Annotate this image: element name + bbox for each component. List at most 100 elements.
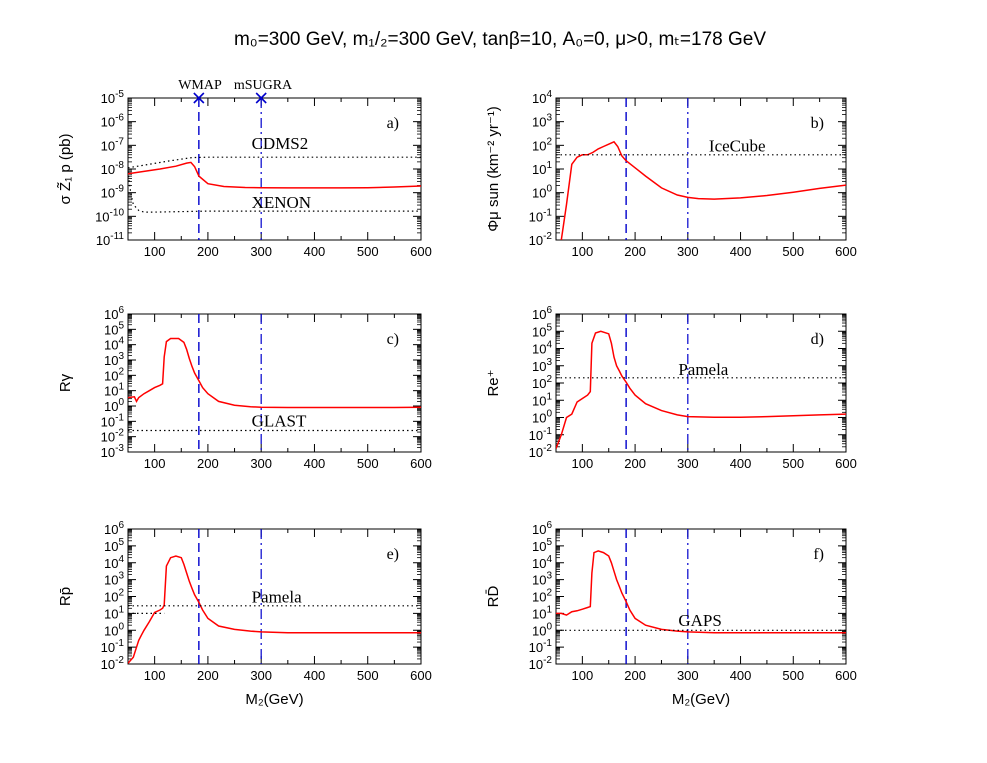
y-tick-label: 106	[532, 305, 552, 322]
y-tick-label: 10-2	[101, 428, 125, 445]
y-tick-label: 104	[532, 554, 552, 571]
y-tick-label: 106	[104, 305, 124, 322]
x-tick-label: 600	[835, 668, 857, 683]
marker-layer: WMAP mSUGRA	[178, 78, 293, 104]
plot-frame	[555, 313, 847, 453]
y-axis-label: Φμ sun (km⁻² yr⁻¹)	[485, 106, 502, 232]
panel-tag: e)	[387, 546, 399, 563]
x-tick-label: 100	[572, 668, 594, 683]
x-axis-label: M₂(GeV)	[672, 691, 730, 708]
plot-frame	[127, 97, 422, 241]
x-tick-label: 200	[624, 668, 646, 683]
y-tick-label: 104	[532, 340, 552, 357]
y-tick-label: 10-11	[96, 231, 125, 248]
y-tick-label: 10-3	[101, 443, 125, 460]
x-tick-label: 200	[624, 244, 646, 259]
y-axis-label: RD̄	[485, 586, 502, 608]
chart-panel-3: 100 200 300 400 500 60010-310-210-11001011021…	[57, 305, 432, 471]
y-tick-label: 102	[532, 136, 552, 153]
signal-curve	[556, 330, 846, 449]
y-tick-label: 103	[104, 571, 124, 588]
y-tick-label: 10-1	[101, 638, 125, 655]
x-tick-label: 300	[250, 456, 272, 471]
reference-label: Pamela	[252, 587, 302, 606]
y-axis-label: σ Z̃₁ p (pb)	[57, 133, 74, 204]
x-tick-label: 100	[144, 668, 166, 683]
y-tick-label: 105	[532, 537, 552, 554]
y-tick-label: 100	[532, 184, 552, 201]
y-tick-label: 103	[104, 351, 124, 368]
x-tick-label: 500	[782, 456, 804, 471]
plot-frame	[127, 313, 422, 453]
y-tick-label: 100	[104, 621, 124, 638]
signal-curve	[128, 555, 421, 664]
reference-line	[128, 171, 421, 213]
reference-label: GLAST	[252, 412, 307, 431]
x-tick-label: 100	[144, 244, 166, 259]
chart-panel-4: 100 200 300 400 500 60010-210-110010110210310…	[485, 305, 857, 471]
x-tick-label: 400	[730, 456, 752, 471]
y-tick-label: 100	[104, 397, 124, 414]
panel-tag: d)	[811, 331, 824, 348]
wmap-label: WMAP	[178, 78, 222, 93]
y-tick-label: 105	[104, 320, 124, 337]
y-tick-label: 100	[532, 409, 552, 426]
wmap-marker-icon	[193, 92, 205, 104]
y-tick-label: 10-1	[529, 207, 553, 224]
reference-label: CDMS2	[252, 134, 309, 153]
signal-curve	[560, 140, 846, 240]
chart-panel-5: 100 200 300 400 500 60010-210-110010110210310…	[57, 520, 432, 708]
panel-tag: f)	[813, 546, 824, 563]
chart-panel-2: 100 200 300 400 500 600 10-2 10-1 100 101 102 103 10…	[485, 89, 857, 259]
y-tick-label: 10-1	[529, 426, 553, 443]
x-tick-label: 200	[197, 244, 219, 259]
x-tick-label: 200	[197, 456, 219, 471]
y-tick-label: 10-8	[101, 160, 125, 177]
y-tick-label: 10-6	[101, 113, 125, 130]
x-tick-label: 400	[730, 668, 752, 683]
reference-label: XENON	[252, 193, 311, 212]
x-tick-label: 300	[677, 668, 699, 683]
y-tick-label: 10-2	[529, 655, 553, 672]
y-tick-label: 101	[532, 391, 552, 408]
reference-label: IceCube	[709, 136, 766, 155]
y-tick-label: 106	[532, 520, 552, 537]
x-tick-label: 500	[782, 244, 804, 259]
reference-line	[128, 156, 421, 169]
chart-panel-1: 100 200 300 400 500 600 10-11 10-10 10-9 10-8 10-7…	[57, 89, 432, 259]
y-tick-label: 100	[532, 621, 552, 638]
y-tick-label: 104	[532, 89, 552, 106]
x-tick-label: 600	[835, 456, 857, 471]
x-tick-label: 300	[677, 244, 699, 259]
x-tick-label: 500	[357, 668, 379, 683]
figure-title: m₀=300 GeV, m₁/₂=300 GeV, tanβ=10, A₀=0,…	[234, 29, 766, 50]
x-tick-label: 300	[677, 456, 699, 471]
plot-frame	[555, 528, 847, 665]
y-tick-label: 101	[532, 604, 552, 621]
y-tick-label: 104	[104, 554, 124, 571]
x-tick-label: 300	[250, 668, 272, 683]
y-axis-label: Rγ	[57, 373, 74, 392]
y-tick-label: 10-2	[529, 443, 553, 460]
y-tick-label: 10-2	[101, 655, 125, 672]
plot-frame	[555, 97, 847, 241]
chart-panel-6: 100 200 300 400 500 60010-210-110010110210310…	[485, 520, 857, 708]
y-tick-label: 101	[532, 160, 552, 177]
signal-curve	[128, 161, 421, 189]
y-tick-label: 103	[532, 113, 552, 130]
x-tick-label: 500	[357, 244, 379, 259]
y-tick-label: 10-1	[101, 412, 125, 429]
y-tick-label: 104	[104, 336, 124, 353]
y-tick-label: 105	[104, 537, 124, 554]
y-tick-label: 102	[532, 588, 552, 605]
y-tick-label: 10-10	[95, 207, 124, 224]
y-axis-label: Re⁺	[485, 369, 502, 396]
x-tick-label: 200	[624, 456, 646, 471]
x-tick-label: 500	[357, 456, 379, 471]
panel-tag: a)	[387, 115, 399, 132]
x-tick-label: 200	[197, 668, 219, 683]
y-tick-label: 10-1	[529, 638, 553, 655]
y-tick-label: 105	[532, 322, 552, 339]
y-tick-label: 106	[104, 520, 124, 537]
